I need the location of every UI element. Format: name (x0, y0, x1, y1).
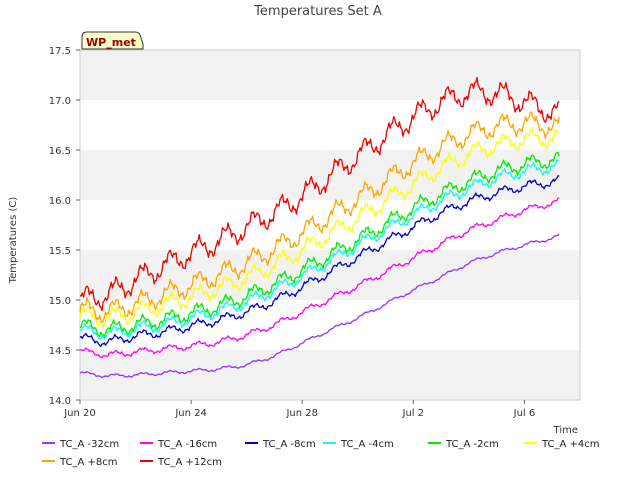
series-line (79, 111, 560, 323)
x-axis: Jun 20 Jun 24 Jun 28 Jul 2 Jul 6 (63, 400, 535, 419)
grid-band (80, 100, 580, 150)
legend-label: TC_A -16cm (157, 439, 217, 450)
grid-bands (80, 50, 580, 400)
legend-label: TC_A -8cm (262, 439, 316, 450)
legend: TC_A -32cm TC_A -16cm TC_A -8cm TC_A -4cm TC… (42, 439, 600, 468)
y-axis: 14.0 14.5 15.0 15.5 16.0 16.5 17.0 17.5 (49, 46, 80, 407)
y-tick-label: 17.0 (49, 96, 71, 107)
site-badge-shape (81, 31, 144, 50)
series-line (79, 127, 560, 329)
chart-title: Temperatures Set A (253, 4, 382, 19)
legend-label: TC_A -32cm (59, 439, 119, 450)
series-line (79, 197, 560, 359)
y-tick-label: 16.5 (49, 146, 71, 157)
site-badge-label: WP_met (86, 36, 136, 49)
y-tick-label: 14.5 (49, 346, 71, 357)
y-tick-label: 15.0 (49, 296, 71, 307)
y-axis-label: Temperatures (C) (8, 197, 19, 285)
y-tick-label: 14.0 (49, 396, 71, 407)
y-tick-label: 17.5 (49, 46, 71, 57)
series-lines (79, 76, 560, 379)
legend-label: TC_A -4cm (340, 439, 394, 450)
grid-band (80, 200, 580, 250)
legend-label: TC_A +4cm (541, 439, 600, 450)
grid-band (80, 50, 580, 100)
series-line (79, 175, 560, 348)
x-tick-label: Jun 28 (285, 408, 318, 419)
series-line (79, 151, 560, 338)
legend-label: TC_A -2cm (445, 439, 499, 450)
x-axis-label: Time (553, 425, 578, 436)
legend-label: TC_A +12cm (157, 457, 222, 468)
x-tick-label: Jun 20 (63, 408, 96, 419)
y-tick-label: 15.5 (49, 246, 71, 257)
series-line (79, 76, 560, 312)
y-tick-label: 16.0 (49, 196, 71, 207)
grid-band (80, 350, 580, 400)
legend-label: TC_A +8cm (59, 457, 118, 468)
series-line (79, 158, 560, 340)
x-tick-label: Jun 24 (174, 408, 207, 419)
x-tick-label: Jul 6 (513, 408, 536, 419)
plot-area (79, 49, 581, 401)
site-badge: WP_met (81, 31, 144, 50)
series-line (79, 233, 560, 379)
x-tick-label: Jul 2 (402, 408, 425, 419)
